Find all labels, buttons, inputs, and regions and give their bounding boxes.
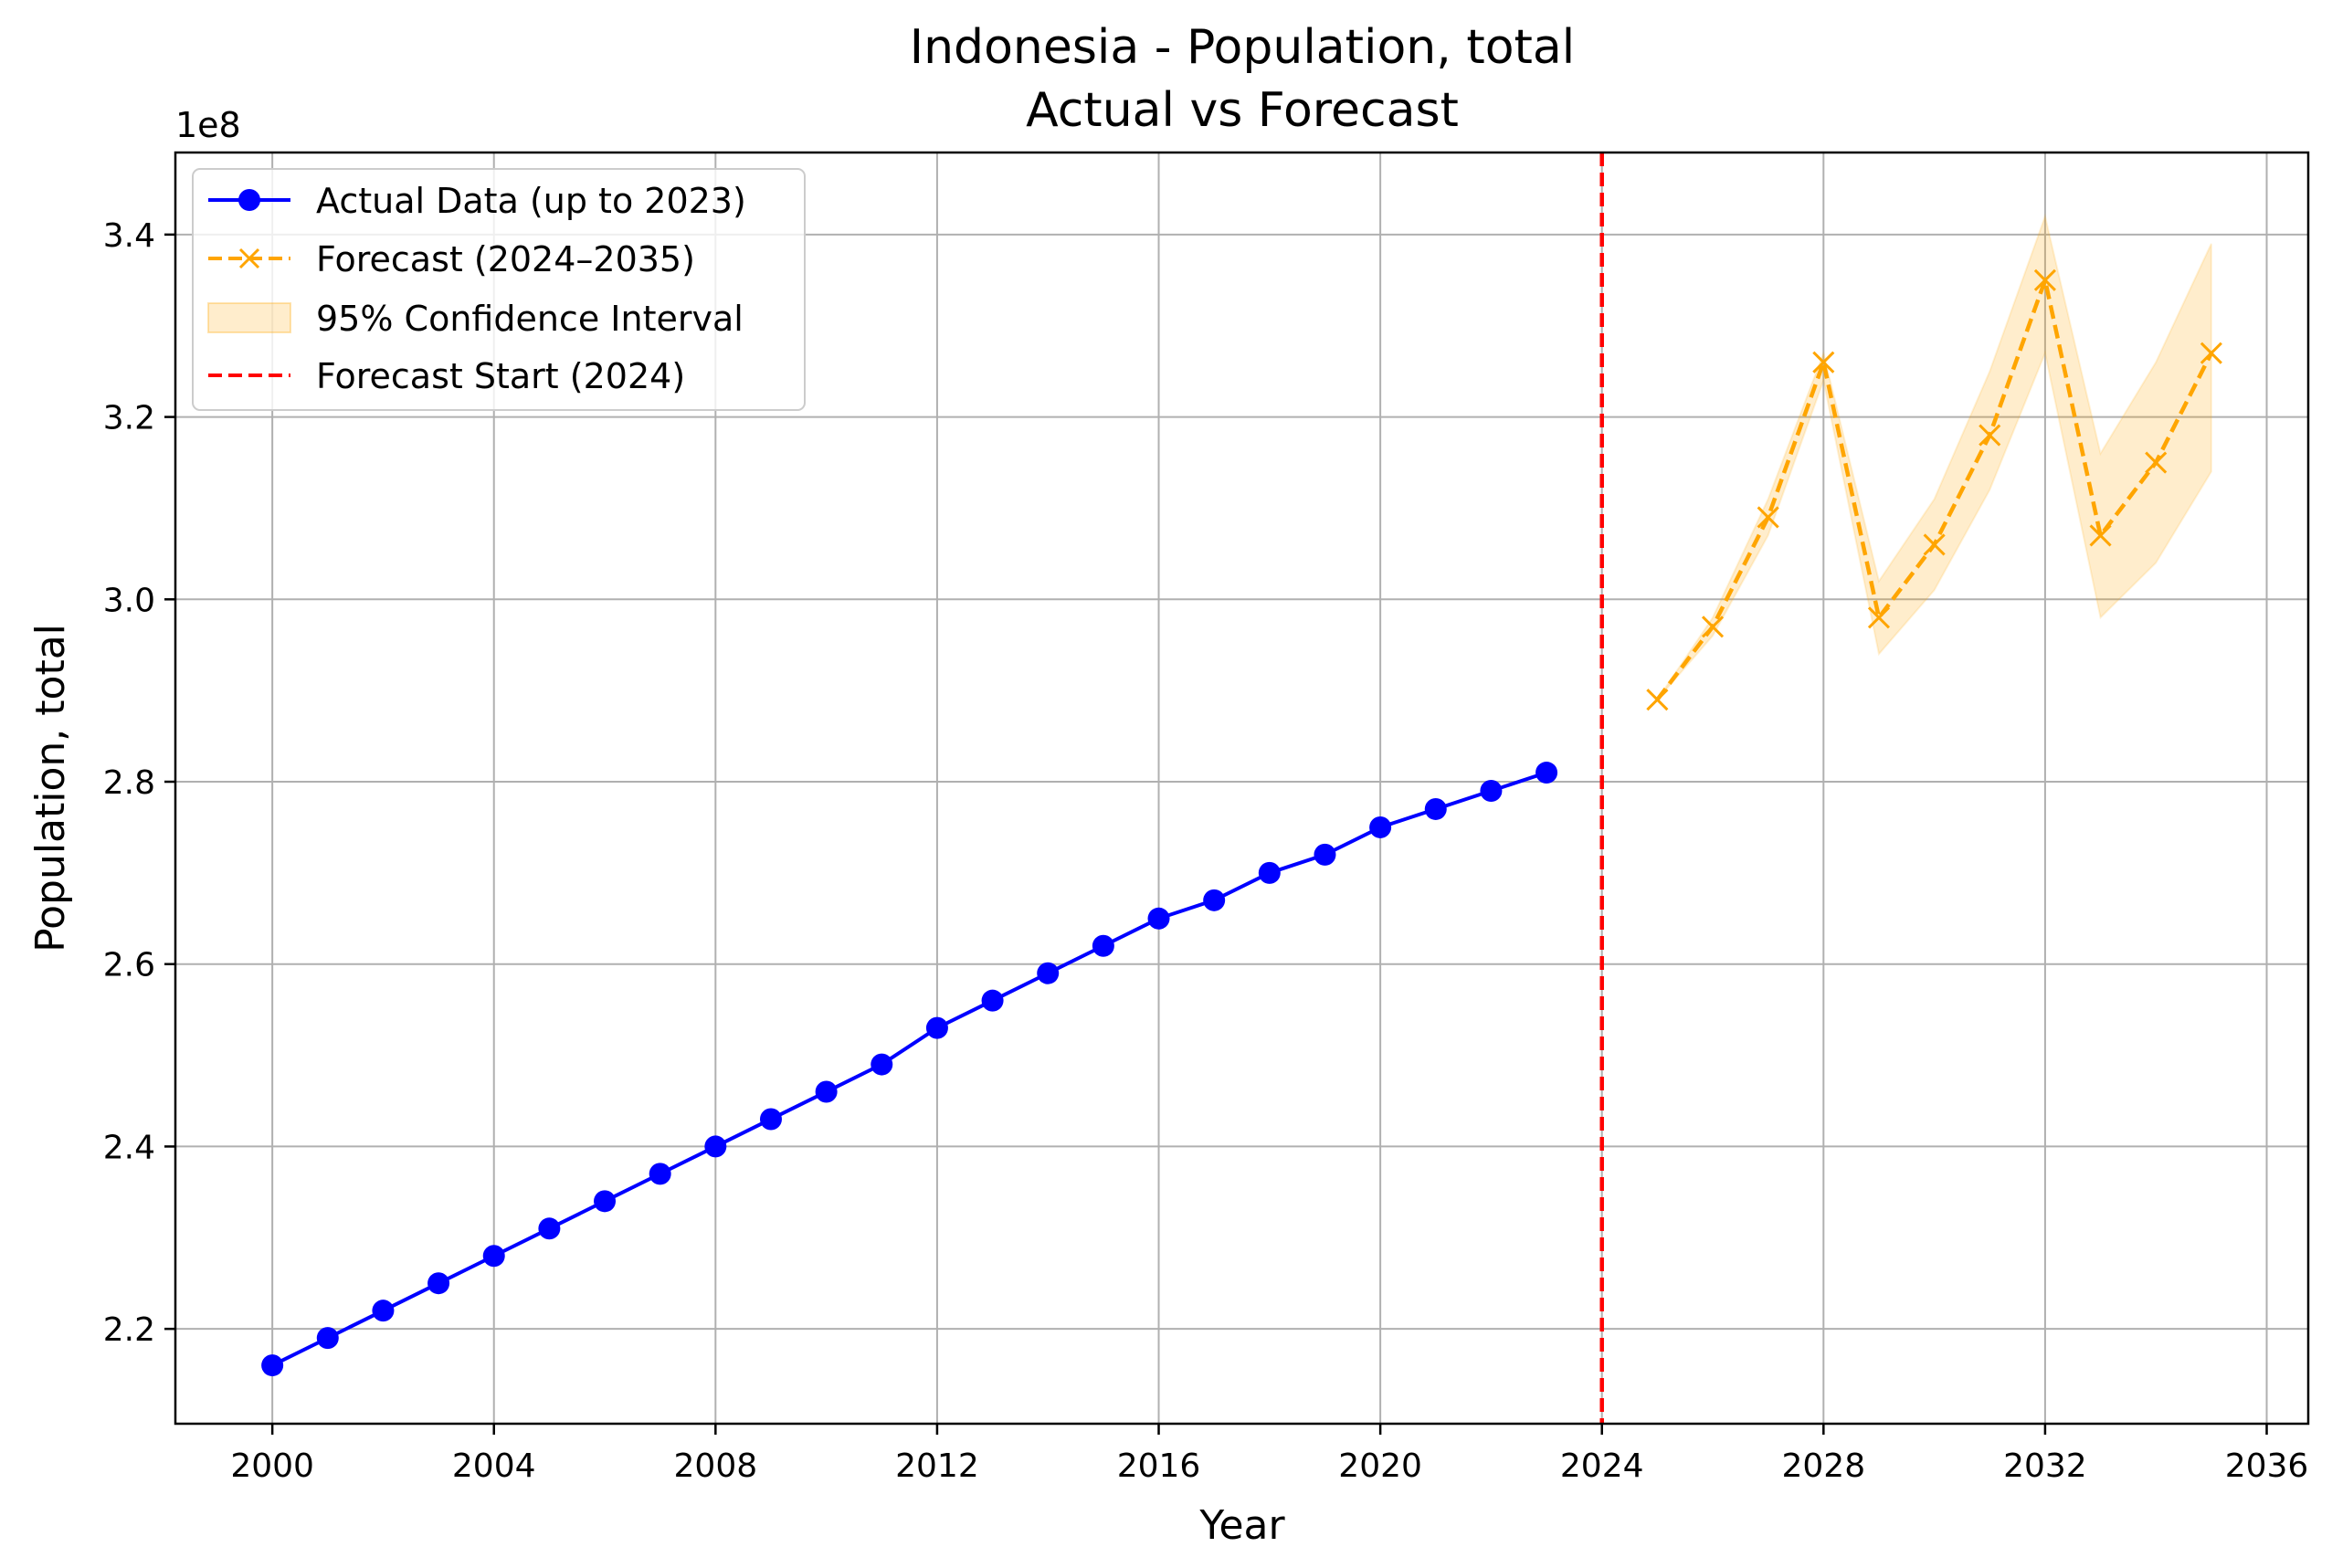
actual-data-point	[1258, 861, 1281, 884]
x-tick-label: 2024	[1560, 1447, 1644, 1485]
legend-actual-marker	[238, 189, 260, 211]
forecast-series-layer	[1646, 268, 2222, 711]
actual-series-layer	[261, 762, 1558, 1377]
forecast-data-point	[1757, 506, 1779, 529]
x-tick-label: 2032	[2003, 1447, 2087, 1485]
confidence-interval-layer	[1656, 213, 2212, 700]
actual-data-point	[925, 1016, 948, 1039]
actual-data-point	[1314, 843, 1336, 866]
forecast-data-point	[2200, 342, 2222, 364]
actual-data-point	[981, 989, 1004, 1012]
actual-data-point	[815, 1080, 838, 1103]
x-tick-label: 2036	[2225, 1447, 2309, 1485]
y-tick-label: 3.0	[103, 582, 155, 619]
legend-ci-label: 95% Confidence Interval	[316, 299, 744, 339]
legend-ci-swatch	[207, 302, 291, 333]
actual-data-point	[704, 1135, 727, 1158]
x-axis-ticks: 2000 2004 2008 2012 2016 2020 2024 2028 2032 2036	[230, 1424, 2308, 1485]
plot-frame	[174, 151, 2310, 1426]
actual-data-point	[1037, 962, 1060, 984]
x-tick-label: 2020	[1338, 1447, 1422, 1485]
actual-data-point	[649, 1163, 671, 1185]
y-tick-label: 3.4	[103, 217, 155, 255]
forecast-data-point	[1701, 616, 1725, 638]
actual-data-point	[594, 1190, 617, 1213]
actual-data-point	[1480, 779, 1503, 802]
actual-data-point	[538, 1217, 561, 1240]
y-tick-label: 2.4	[103, 1129, 155, 1166]
legend-frame	[192, 168, 806, 411]
forecast-data-point	[1923, 533, 1946, 556]
legend-forecast-marker	[238, 247, 260, 269]
x-tick-label: 2016	[1117, 1447, 1201, 1485]
legend: Actual Data (up to 2023) Forecast (2024–…	[192, 168, 806, 411]
forecast-data-point	[1979, 424, 2001, 447]
forecast-data-point	[1812, 351, 1835, 374]
x-tick-label: 2000	[230, 1447, 314, 1485]
y-tick-label: 2.2	[103, 1311, 155, 1349]
actual-data-point	[1092, 934, 1114, 957]
y-axis-label: Population, total	[27, 624, 74, 952]
forecast-data-point	[2089, 524, 2112, 547]
actual-data-point	[759, 1108, 782, 1131]
actual-data-point	[1369, 816, 1392, 838]
y-tick-label: 2.8	[103, 764, 155, 802]
y-offset-label: 1e8	[175, 105, 241, 145]
actual-data-point	[1203, 889, 1226, 911]
y-tick-label: 3.2	[103, 400, 155, 437]
actual-data-point	[316, 1327, 339, 1350]
chart-subtitle: Actual vs Forecast	[1026, 83, 1459, 138]
actual-data-point	[372, 1300, 395, 1322]
x-tick-label: 2008	[674, 1447, 758, 1485]
actual-data-point	[1535, 762, 1558, 784]
x-tick-label: 2028	[1782, 1447, 1866, 1485]
forecast-data-point	[1646, 689, 1669, 711]
forecast-data-point	[1867, 606, 1891, 629]
chart-title: Indonesia - Population, total	[910, 20, 1575, 75]
actual-data-point	[1147, 907, 1170, 930]
legend-actual-label: Actual Data (up to 2023)	[316, 181, 746, 221]
actual-data-point	[482, 1245, 505, 1268]
confidence-interval-band	[1656, 213, 2212, 700]
x-axis-label: Year	[1198, 1502, 1285, 1549]
y-tick-label: 2.6	[103, 947, 155, 984]
actual-data-point	[427, 1272, 450, 1295]
legend-start-label: Forecast Start (2024)	[316, 356, 685, 396]
forecast-data-point	[2145, 451, 2168, 474]
actual-data-point	[261, 1354, 284, 1377]
forecast-data-point	[2033, 268, 2056, 291]
actual-data-point	[1424, 797, 1447, 820]
actual-data-point	[871, 1053, 893, 1076]
x-tick-label: 2012	[895, 1447, 979, 1485]
legend-forecast-label: Forecast (2024–2035)	[316, 239, 695, 279]
y-axis-ticks: 2.2 2.4 2.6 2.8 3.0 3.2 3.4	[103, 217, 175, 1349]
x-tick-label: 2004	[452, 1447, 536, 1485]
